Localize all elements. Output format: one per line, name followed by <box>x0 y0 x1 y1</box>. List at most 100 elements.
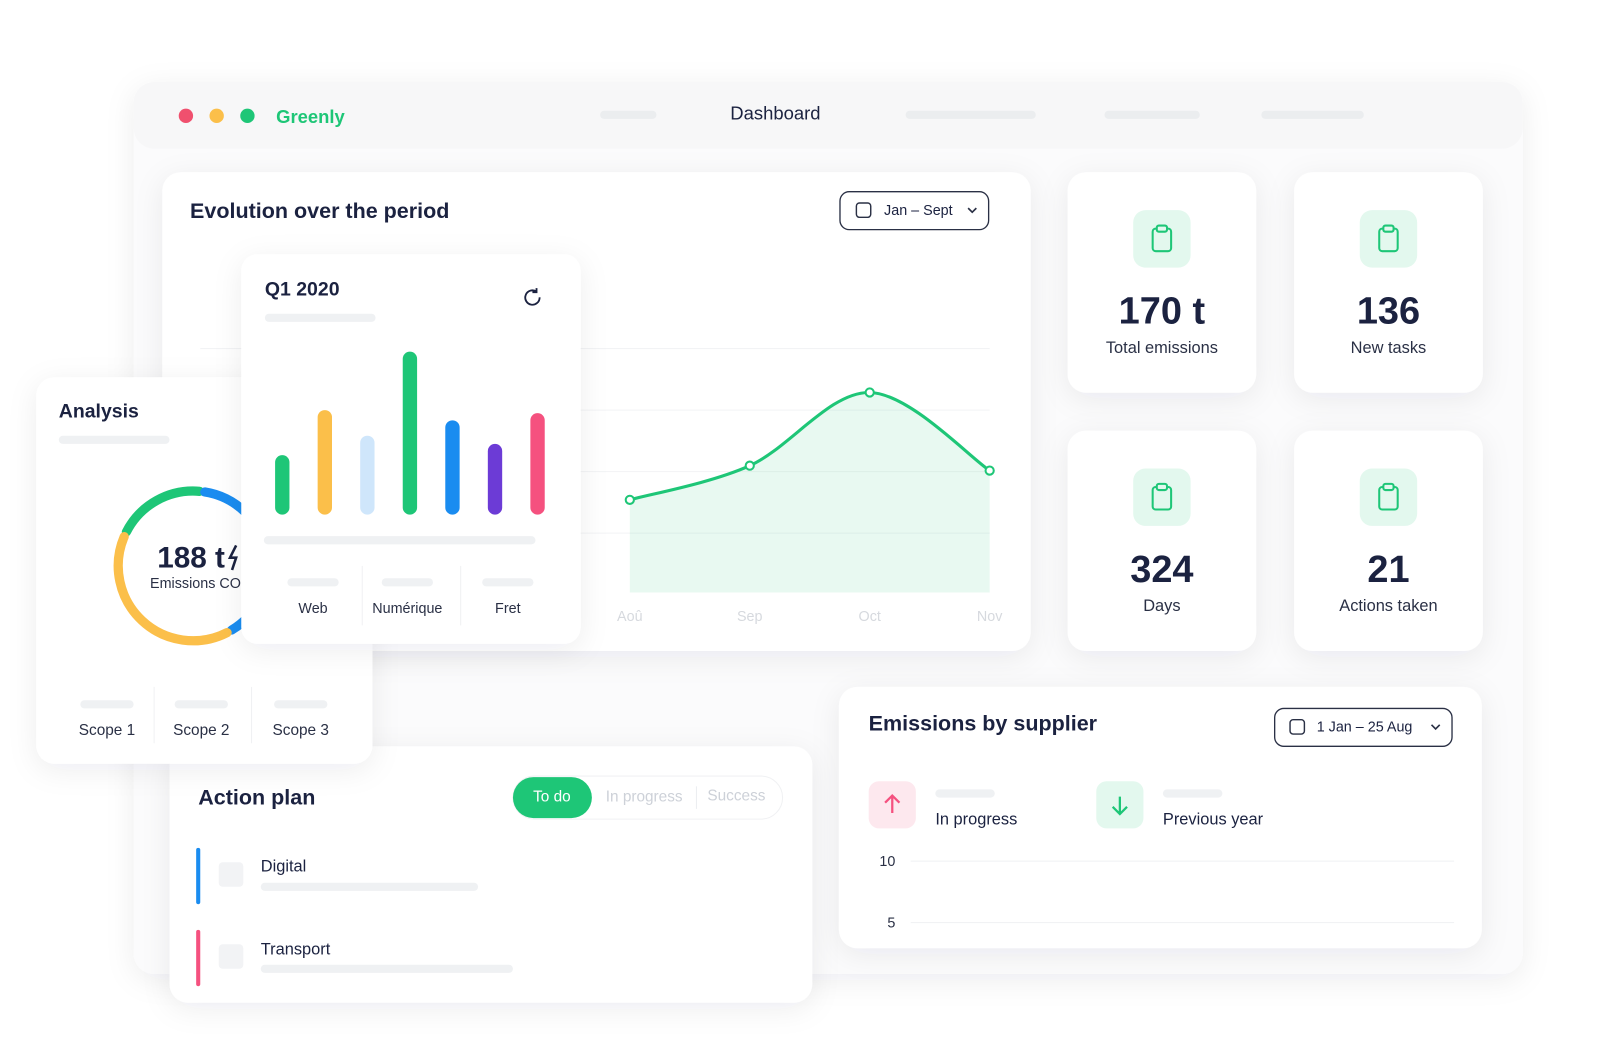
item-label: Digital <box>261 858 307 876</box>
top-bar <box>133 82 1523 149</box>
total: 188 t <box>157 542 225 575</box>
stat-card <box>1067 430 1257 651</box>
refresh-icon[interactable] <box>524 288 541 306</box>
line <box>629 390 991 502</box>
tab[interactable]: To do <box>533 789 571 806</box>
clipboard-clip <box>1155 224 1169 233</box>
action-plan-card: Action plan To do In progress Success Di… <box>169 746 813 1003</box>
date-picker[interactable] <box>839 191 990 231</box>
scope-label: Scope 1 <box>79 722 135 739</box>
clipboard-clip <box>1382 482 1395 492</box>
stat-label: Days <box>1143 597 1180 615</box>
stat-card <box>1067 172 1257 393</box>
bar <box>530 413 545 515</box>
category-label: Fret <box>495 601 521 617</box>
placeholder <box>381 578 433 587</box>
placeholder <box>274 700 328 709</box>
y-tick-label: 10 <box>879 854 895 870</box>
window-dot <box>178 108 194 124</box>
stat-value: 136 <box>1357 291 1420 333</box>
bar <box>360 435 375 515</box>
bar <box>402 351 418 515</box>
placeholder <box>174 700 228 709</box>
brand: Greenly <box>276 106 345 127</box>
nav-placeholder <box>1261 110 1364 119</box>
tab-active[interactable] <box>512 777 592 819</box>
card-title: Q1 2020 <box>265 278 340 300</box>
tab[interactable]: Success <box>707 788 765 805</box>
card <box>838 686 1482 949</box>
item-accent <box>196 929 201 987</box>
clipboard-clip <box>1155 482 1169 492</box>
date-range[interactable]: Jan – Sept <box>884 203 953 219</box>
icon-bg <box>1359 468 1418 526</box>
x-tick-label: Sep <box>737 609 763 625</box>
legend-label: In progress <box>935 810 1017 828</box>
placeholder <box>482 578 534 587</box>
calendar-icon <box>855 202 872 219</box>
bar <box>487 443 503 515</box>
checkbox[interactable] <box>218 862 244 887</box>
stat-value: 21 <box>1367 549 1409 591</box>
item-accent <box>196 847 201 905</box>
point <box>624 494 635 505</box>
card-title: Evolution over the period <box>190 199 449 223</box>
bolt-icon <box>227 544 238 571</box>
item-label: Transport <box>261 941 331 959</box>
nav-placeholder <box>1104 110 1200 119</box>
stat-cards: 170 t Total emissions 136 New tasks 324 Days 2… <box>1067 172 1483 651</box>
calendar-icon <box>1289 718 1306 735</box>
category-label: Web <box>298 601 327 617</box>
point <box>744 460 755 471</box>
category-label: Numérique <box>372 601 442 617</box>
stat-label: Actions taken <box>1339 597 1437 615</box>
icon-bg <box>1359 210 1418 268</box>
bar <box>275 455 290 515</box>
date-picker[interactable] <box>1273 707 1453 748</box>
window-dot <box>209 108 224 124</box>
placeholder <box>1162 789 1223 798</box>
total-label: Emissions CO₂ <box>150 576 246 592</box>
chevron <box>1430 724 1441 731</box>
card-title: Analysis <box>59 400 139 422</box>
nav-placeholder <box>600 110 657 119</box>
stat-label: Total emissions <box>1106 339 1218 357</box>
stat-value: 324 <box>1130 549 1193 591</box>
quarter-card: Q1 2020 Web Numérique Fret <box>241 254 581 644</box>
supplier-card: Emissions by supplier 1 Jan – 25 Aug In … <box>838 686 1482 949</box>
card-title: Action plan <box>198 785 315 809</box>
donut-segment <box>113 532 232 646</box>
stat-card <box>1294 172 1483 393</box>
arrow-up <box>884 793 901 813</box>
placeholder <box>260 964 513 973</box>
placeholder <box>80 700 134 709</box>
bar <box>445 420 460 515</box>
icon-bg <box>1133 468 1191 526</box>
point <box>984 465 995 476</box>
window-dot <box>240 108 255 124</box>
placeholder <box>260 882 479 891</box>
x-tick-label: Oct <box>859 609 881 625</box>
legend-label: Previous year <box>1163 810 1264 828</box>
x-tick-label: Nov <box>977 609 1003 625</box>
nav-placeholder <box>905 110 1036 119</box>
stat-value: 170 t <box>1119 291 1206 333</box>
checkbox[interactable] <box>218 944 244 969</box>
placeholder <box>58 435 170 444</box>
placeholder <box>264 313 376 322</box>
placeholder <box>287 578 339 587</box>
chevron <box>967 207 977 214</box>
bar <box>317 410 332 515</box>
track <box>263 536 536 545</box>
arrow-down <box>1111 796 1128 816</box>
date-range[interactable]: 1 Jan – 25 Aug <box>1317 720 1413 736</box>
stat-label: New tasks <box>1351 339 1427 357</box>
area <box>629 392 990 593</box>
tab[interactable]: In progress <box>606 789 683 806</box>
point <box>864 387 875 398</box>
scope-label: Scope 3 <box>273 722 329 739</box>
icon-bg <box>1133 210 1191 268</box>
y-tick-label: 5 <box>887 915 895 931</box>
page-title[interactable]: Dashboard <box>730 103 820 124</box>
